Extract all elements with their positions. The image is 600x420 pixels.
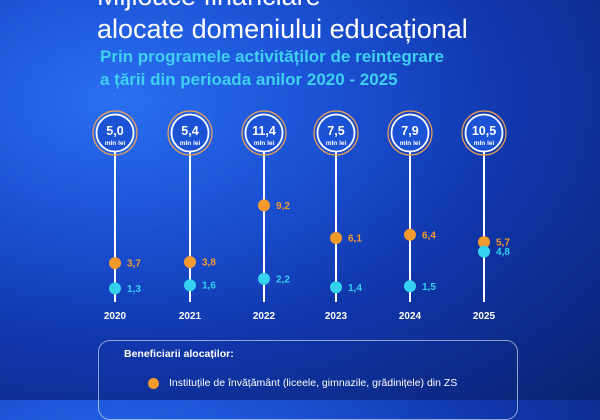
subtitle-line-2: a țării din perioada anilor 2020 - 2025 <box>100 70 398 89</box>
total-ring-inner-2025 <box>464 113 504 153</box>
orange-point-2023 <box>330 231 342 244</box>
orange-data-label-2025: 5,7 <box>496 238 510 249</box>
total-ring-inner-2024 <box>390 113 430 153</box>
legend-item-orange: Instituțile de învățământ (liceele, gimn… <box>148 377 457 389</box>
total-unit-2021: mln lei <box>180 140 201 147</box>
total-unit-2024: mln lei <box>400 140 421 147</box>
cyan-data-label-2020: 1,3 <box>127 284 141 295</box>
total-unit-2023: mln lei <box>326 140 347 147</box>
subtitle-line-1: Prin programele activităților de reinteg… <box>100 47 444 66</box>
total-ring-inner-2022 <box>244 113 284 153</box>
cyan-data-label-2022: 2,2 <box>276 274 290 285</box>
legend-title: Beneficiarii alocaților: <box>124 348 234 360</box>
total-value-2021: 5,4 <box>181 124 198 138</box>
total-ring-inner-2023 <box>316 113 356 153</box>
total-unit-2020: mln lei <box>105 140 126 147</box>
total-value-2022: 11,4 <box>252 124 276 138</box>
cyan-point-2024 <box>404 280 416 293</box>
orange-data-label-2023: 6,1 <box>348 233 362 244</box>
cyan-data-label-2024: 1,5 <box>422 282 436 293</box>
total-ring-outer-2021 <box>167 110 213 156</box>
cyan-data-label-2025: 4,8 <box>496 247 510 258</box>
total-ring-inner-2021 <box>170 113 210 153</box>
cyan-data-label-2021: 1,6 <box>202 281 216 292</box>
year-label-2025: 2025 <box>473 311 496 322</box>
total-ring-outer-2020 <box>92 110 138 156</box>
year-label-2021: 2021 <box>179 311 202 322</box>
orange-point-2022 <box>258 199 270 212</box>
legend-dot-orange <box>148 377 159 389</box>
year-label-2024: 2024 <box>399 311 422 322</box>
total-value-2025: 10,5 <box>472 124 496 138</box>
total-unit-2022: mln lei <box>254 140 275 147</box>
orange-data-label-2021: 3,8 <box>202 258 216 269</box>
cyan-point-2021 <box>184 279 196 292</box>
orange-data-label-2020: 3,7 <box>127 259 141 270</box>
total-ring-outer-2024 <box>387 110 433 156</box>
orange-data-label-2024: 6,4 <box>422 230 436 241</box>
total-value-2020: 5,0 <box>106 124 123 138</box>
orange-data-label-2022: 9,2 <box>276 201 290 212</box>
title-line-2: alocate domeniului educațional <box>97 14 468 44</box>
total-value-2023: 7,5 <box>327 124 344 138</box>
total-ring-outer-2023 <box>313 110 359 156</box>
total-ring-outer-2025 <box>461 110 507 156</box>
year-label-2020: 2020 <box>104 311 127 322</box>
orange-point-2021 <box>184 256 196 269</box>
legend-label-orange: Instituțile de învățământ (liceele, gimn… <box>169 377 458 389</box>
year-label-2022: 2022 <box>253 311 276 322</box>
total-unit-2025: mln lei <box>474 140 495 147</box>
cyan-point-2023 <box>330 281 342 294</box>
orange-point-2025 <box>478 236 490 249</box>
year-label-2023: 2023 <box>325 311 348 322</box>
total-value-2024: 7,9 <box>401 124 418 138</box>
chart-subtitle: Prin programele activităților de reinteg… <box>100 45 444 91</box>
orange-point-2024 <box>404 228 416 241</box>
cyan-point-2022 <box>258 272 270 285</box>
dot-timeline-chart: 5,0 mln lei 2020 3,7 1,3 5,4 mln lei 2021 3,8 1,6… <box>92 110 511 322</box>
title-line-1: Mijloace financiare <box>97 0 321 11</box>
cyan-point-2025 <box>478 245 490 258</box>
cyan-point-2020 <box>109 282 121 295</box>
total-ring-outer-2022 <box>241 110 287 156</box>
cyan-data-label-2023: 1,4 <box>348 283 362 294</box>
orange-point-2020 <box>109 257 121 270</box>
chart-title: Mijloace financiare alocate domeniului e… <box>97 0 468 46</box>
total-ring-inner-2020 <box>95 113 135 153</box>
